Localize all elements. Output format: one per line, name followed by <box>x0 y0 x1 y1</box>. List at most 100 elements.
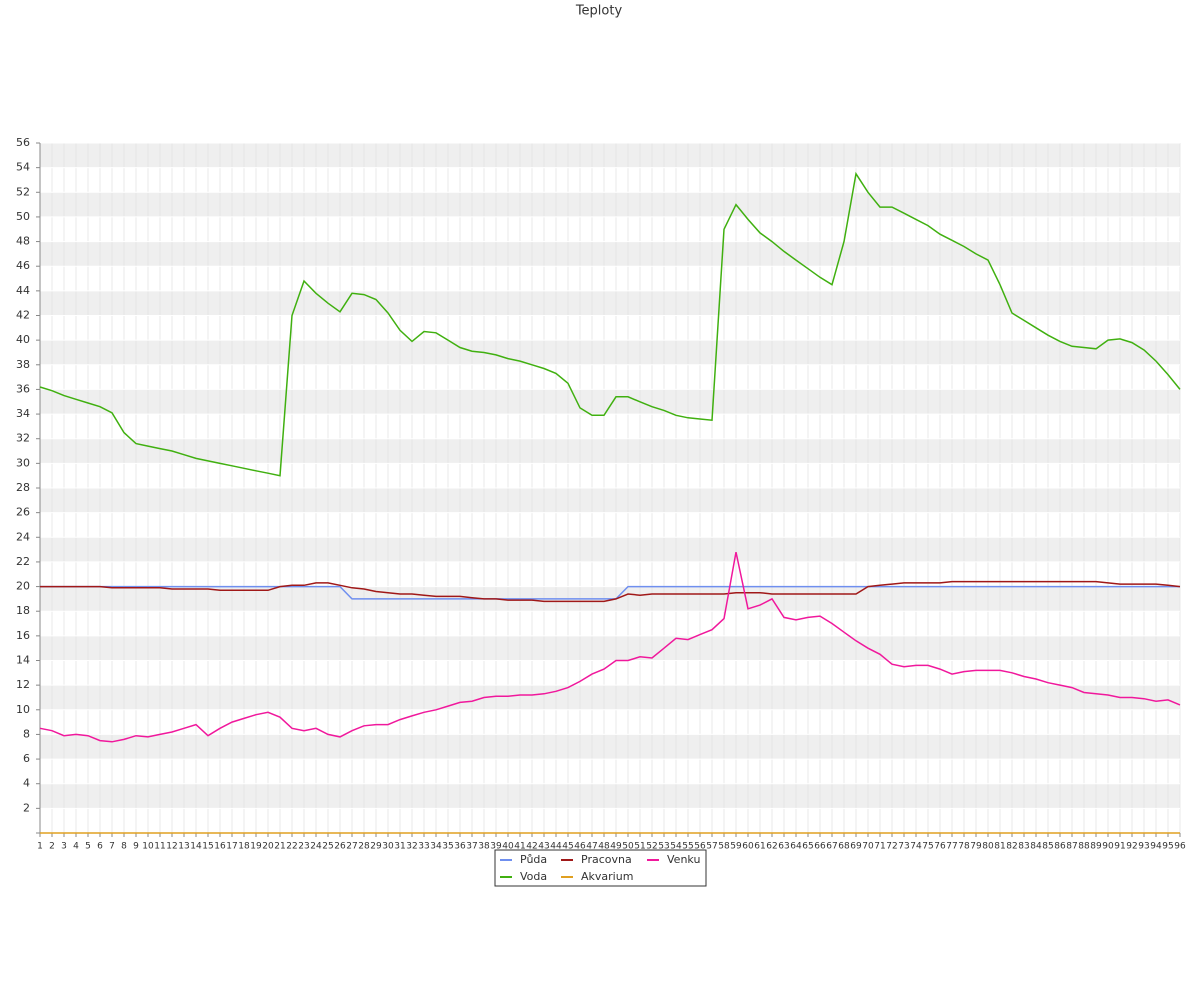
x-tick-label: 84 <box>1030 842 1042 852</box>
x-tick-label: 50 <box>622 842 634 852</box>
y-tick-label: 6 <box>23 752 30 765</box>
legend-label: Voda <box>520 870 547 883</box>
x-tick-label: 86 <box>1054 842 1066 852</box>
x-tick-label: 9 <box>133 842 139 852</box>
x-tick-label: 17 <box>226 842 237 852</box>
y-tick-label: 42 <box>16 309 30 322</box>
chart-title: Teploty <box>575 4 623 19</box>
grid-band <box>40 488 1180 513</box>
x-tick-label: 20 <box>262 842 274 852</box>
y-tick-label: 46 <box>16 259 30 272</box>
x-tick-label: 22 <box>286 842 297 852</box>
x-tick-label: 67 <box>826 842 837 852</box>
y-tick-label: 18 <box>16 604 30 617</box>
x-tick-label: 39 <box>490 842 502 852</box>
y-tick-label: 2 <box>23 801 30 814</box>
legend-label: Půda <box>520 853 547 866</box>
series-line <box>39 171 1181 477</box>
y-tick-label: 54 <box>16 161 30 174</box>
x-tick-label: 54 <box>670 842 682 852</box>
grid-band <box>40 241 1180 267</box>
x-tick-label: 12 <box>166 842 177 852</box>
x-tick-label: 33 <box>418 842 429 852</box>
x-tick-label: 14 <box>190 842 202 852</box>
x-tick-label: 80 <box>982 842 994 852</box>
x-tick-label: 91 <box>1114 842 1125 852</box>
x-tick-label: 82 <box>1006 842 1017 852</box>
x-tick-label: 61 <box>754 842 765 852</box>
legend-box <box>494 849 707 887</box>
x-tick-label: 5 <box>85 842 91 852</box>
series-line <box>40 580 1181 603</box>
x-tick-label: 87 <box>1066 842 1077 852</box>
grid-band <box>40 685 1180 710</box>
x-tick-label: 85 <box>1042 842 1053 852</box>
x-tick-label: 15 <box>202 842 213 852</box>
x-tick-label: 38 <box>478 842 490 852</box>
x-tick-label: 73 <box>898 842 909 852</box>
grid-band <box>40 635 1180 661</box>
x-tick-label: 25 <box>322 842 333 852</box>
y-tick-label: 40 <box>16 333 30 346</box>
y-tick-label: 30 <box>16 456 30 469</box>
x-tick-label: 71 <box>874 842 885 852</box>
x-tick-label: 3 <box>61 842 67 852</box>
x-tick-label: 52 <box>646 842 657 852</box>
y-tick-label: 14 <box>16 654 30 667</box>
legend-label: Venku <box>667 853 700 866</box>
x-tick-label: 27 <box>346 842 357 852</box>
x-tick-label: 23 <box>298 842 309 852</box>
y-tick-label: 52 <box>16 185 30 198</box>
y-tick-label: 28 <box>16 481 30 494</box>
series-line <box>39 551 1181 743</box>
grid-band <box>40 438 1180 464</box>
x-tick-label: 88 <box>1078 842 1090 852</box>
x-tick-label: 59 <box>730 842 742 852</box>
x-tick-label: 8 <box>121 842 127 852</box>
x-tick-label: 26 <box>334 842 346 852</box>
grid-band <box>40 340 1180 365</box>
x-tick-label: 75 <box>922 842 933 852</box>
series-line <box>40 585 1180 600</box>
x-tick-label: 11 <box>154 842 165 852</box>
y-tick-label: 50 <box>16 210 30 223</box>
x-tick-label: 62 <box>766 842 777 852</box>
x-tick-label: 90 <box>1102 842 1114 852</box>
x-tick-label: 29 <box>370 842 382 852</box>
x-tick-label: 16 <box>214 842 226 852</box>
x-tick-label: 95 <box>1162 842 1173 852</box>
x-tick-label: 79 <box>970 842 982 852</box>
grid-band <box>40 537 1180 562</box>
x-tick-label: 28 <box>358 842 370 852</box>
x-tick-label: 56 <box>694 842 706 852</box>
x-tick-label: 44 <box>550 842 562 852</box>
x-tick-label: 41 <box>514 842 525 852</box>
x-tick-label: 49 <box>610 842 622 852</box>
x-tick-label: 94 <box>1150 842 1162 852</box>
x-tick-label: 40 <box>502 842 514 852</box>
x-tick-label: 18 <box>238 842 250 852</box>
y-tick-label: 48 <box>16 235 30 248</box>
x-tick-label: 37 <box>466 842 477 852</box>
x-tick-label: 42 <box>526 842 537 852</box>
y-tick-label: 4 <box>23 777 30 790</box>
x-tick-label: 83 <box>1018 842 1029 852</box>
x-tick-label: 32 <box>406 842 417 852</box>
x-tick-label: 7 <box>109 842 115 852</box>
x-tick-label: 55 <box>682 842 693 852</box>
x-tick-label: 1 <box>37 842 43 852</box>
x-tick-label: 81 <box>994 842 1005 852</box>
x-tick-label: 21 <box>274 842 285 852</box>
x-tick-label: 46 <box>574 842 586 852</box>
x-tick-label: 72 <box>886 842 897 852</box>
x-tick-label: 24 <box>310 842 322 852</box>
x-tick-label: 2 <box>49 842 55 852</box>
x-tick-label: 66 <box>814 842 826 852</box>
x-tick-label: 43 <box>538 842 549 852</box>
y-tick-label: 38 <box>16 358 30 371</box>
y-tick-label: 34 <box>16 407 30 420</box>
y-tick-label: 56 <box>16 136 30 149</box>
grid-band <box>40 192 1180 217</box>
y-tick-label: 24 <box>16 530 30 543</box>
